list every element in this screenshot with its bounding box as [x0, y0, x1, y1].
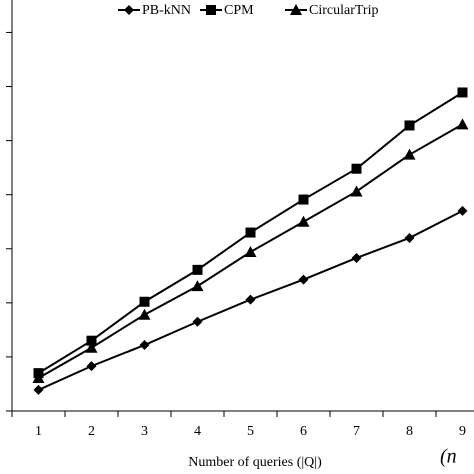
legend-label: CPM — [224, 3, 254, 18]
marker — [192, 316, 203, 327]
marker — [245, 294, 256, 305]
marker — [191, 280, 204, 292]
marker — [404, 120, 415, 131]
x-tick-label: 9 — [459, 424, 466, 439]
marker — [139, 340, 150, 351]
marker — [351, 163, 362, 174]
marker — [86, 335, 97, 346]
legend-label: PB-kNN — [142, 3, 191, 18]
x-tick-label: 5 — [247, 424, 254, 439]
marker — [297, 215, 310, 227]
marker — [298, 274, 309, 285]
x-tick-label: 1 — [35, 424, 42, 439]
marker — [457, 87, 468, 98]
marker — [86, 361, 97, 372]
marker — [298, 194, 309, 205]
marker — [244, 246, 257, 258]
marker — [138, 308, 151, 320]
marker — [33, 384, 44, 395]
legend-label: CircularTrip — [309, 3, 378, 18]
x-tick-label: 2 — [88, 424, 95, 439]
x-tick-label: 3 — [141, 424, 148, 439]
x-tick-label: 7 — [353, 424, 360, 439]
marker — [351, 252, 362, 263]
x-tick-label: 4 — [194, 424, 201, 439]
marker — [403, 148, 416, 160]
marker — [192, 264, 203, 275]
marker — [124, 5, 134, 15]
x-tick-label: 8 — [406, 424, 413, 439]
marker — [139, 296, 150, 307]
marker — [404, 232, 415, 243]
marker — [85, 341, 98, 353]
marker — [206, 5, 216, 15]
marker — [457, 205, 468, 216]
annotation: (n — [440, 446, 457, 468]
marker — [245, 227, 256, 238]
marker — [290, 4, 302, 15]
marker — [32, 372, 45, 384]
marker — [350, 185, 363, 197]
x-axis-label: Number of queries (|Q|) — [188, 455, 322, 470]
marker — [456, 118, 469, 130]
x-tick-label: 6 — [300, 424, 307, 439]
